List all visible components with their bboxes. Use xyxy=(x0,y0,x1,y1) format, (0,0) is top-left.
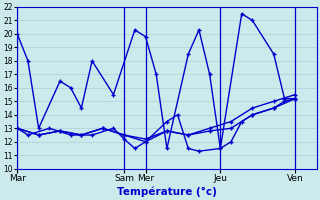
X-axis label: Température (°c): Température (°c) xyxy=(117,186,217,197)
